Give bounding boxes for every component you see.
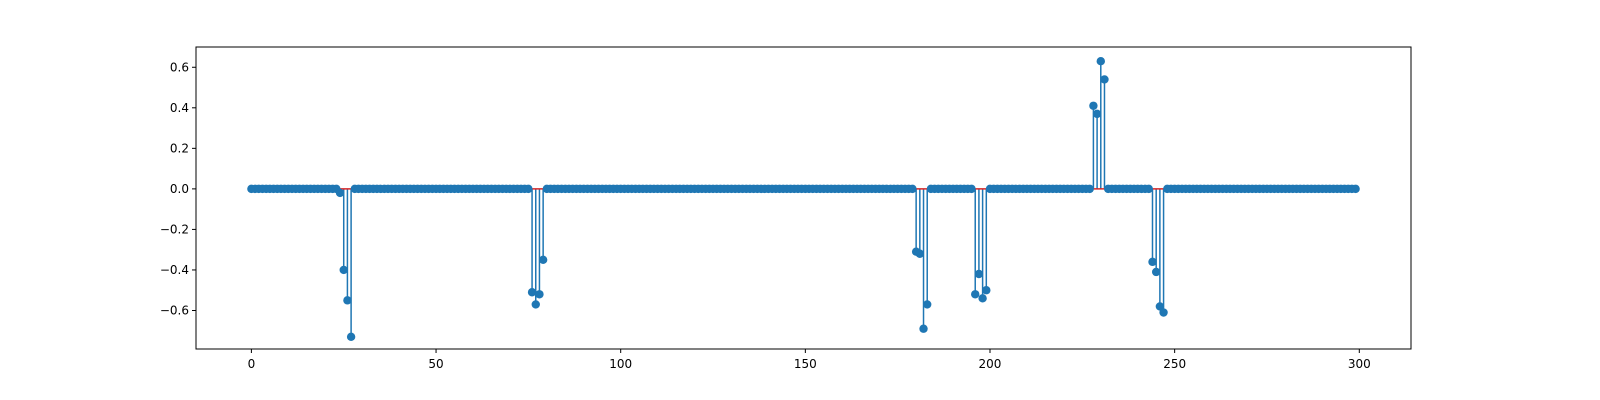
- y-tick-label: 0.2: [170, 141, 189, 155]
- x-tick-label: 50: [428, 357, 443, 371]
- stem-marker: [531, 300, 540, 309]
- stem-marker: [1148, 257, 1157, 267]
- stem-marker: [974, 269, 984, 279]
- stem-marker: [1085, 184, 1094, 194]
- stem-marker: [1096, 56, 1105, 66]
- y-tick-label: 0.4: [170, 101, 189, 115]
- x-tick-label: 0: [248, 357, 256, 371]
- stem-marker: [908, 184, 917, 194]
- x-tick-label: 250: [1163, 357, 1186, 371]
- stem-marker: [1100, 75, 1109, 84]
- stem-marker: [527, 288, 537, 297]
- y-tick-label: −0.4: [160, 263, 189, 277]
- stem-marker: [1089, 101, 1098, 110]
- stem-marker: [1159, 308, 1168, 317]
- stem-marker: [346, 332, 356, 342]
- stem-marker: [971, 290, 980, 299]
- y-tick-label: −0.2: [160, 222, 189, 236]
- stem-marker: [978, 294, 987, 303]
- stem-marker: [982, 286, 991, 295]
- axes-frame: [195, 46, 1412, 350]
- stem-marker: [923, 300, 932, 309]
- stem-marker: [1351, 184, 1360, 194]
- stem-marker: [343, 296, 352, 305]
- stem-marker: [919, 324, 928, 333]
- x-tick-label: 300: [1348, 357, 1371, 371]
- y-tick-label: 0.0: [170, 182, 189, 196]
- x-axis: 0 50 100 150 200 250 300: [248, 349, 1371, 371]
- x-tick-label: 150: [794, 357, 817, 371]
- stem-marker: [538, 255, 548, 265]
- stem-marker: [535, 290, 544, 299]
- y-axis: −0.6 −0.4 −0.2 0.0 0.2 0.4 0.6: [160, 60, 196, 317]
- stem-marker: [967, 184, 976, 194]
- stem-marker: [1151, 267, 1161, 277]
- stem-marker: [1155, 302, 1165, 311]
- stem-marker: [1144, 184, 1153, 194]
- stem-marker: [1092, 109, 1102, 119]
- stem-marker: [339, 265, 348, 275]
- stems-layer: [339, 61, 1165, 337]
- x-tick-label: 200: [979, 357, 1002, 371]
- y-tick-label: 0.6: [170, 60, 189, 74]
- stem-marker: [915, 249, 925, 258]
- markers-layer: [247, 56, 1360, 342]
- y-tick-label: −0.6: [160, 303, 189, 317]
- x-tick-label: 100: [609, 357, 632, 371]
- stem-marker: [335, 188, 345, 198]
- stem-marker: [524, 184, 533, 194]
